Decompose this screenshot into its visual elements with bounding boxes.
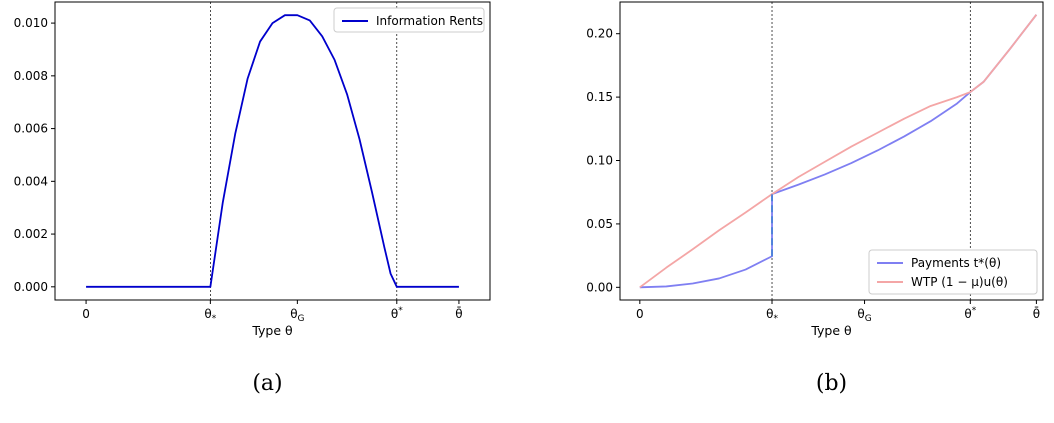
legend: Payments t*(θ) WTP (1 − μ)u(θ) bbox=[868, 249, 1038, 295]
y-tick-label: 0.006 bbox=[14, 122, 48, 136]
series-line bbox=[639, 14, 1038, 289]
x-tick-label: θ̄ bbox=[455, 307, 462, 321]
panel-b: 0.00 0.05 0.10 0.15 0.20 0 θ* θG θ* θ̄ Type θ (b) Pa… bbox=[586, 1, 1044, 396]
legend-box bbox=[333, 7, 485, 33]
legend-box bbox=[868, 249, 1038, 295]
x-tick-label: θ* bbox=[766, 307, 778, 324]
x-axis-label: Type θ bbox=[810, 323, 851, 338]
panel-caption: (b) bbox=[816, 371, 847, 396]
y-tick-label: 0.15 bbox=[586, 90, 613, 104]
x-tick-label: 0 bbox=[636, 307, 644, 321]
legend-label: Information Rents bbox=[376, 14, 483, 28]
x-tick-label: θ* bbox=[964, 306, 976, 321]
x-tick-label: θ* bbox=[391, 306, 403, 321]
series-line bbox=[639, 14, 1038, 289]
legend: Information Rents bbox=[333, 7, 485, 33]
panel-a: 0.000 0.002 0.004 0.006 0.008 0.010 0 θ* θG θ* θ̄ T… bbox=[14, 1, 491, 396]
y-tick-label: 0.10 bbox=[586, 154, 613, 168]
y-tick-label: 0.20 bbox=[586, 27, 613, 41]
y-tick-label: 0.05 bbox=[586, 217, 613, 231]
plot-frame bbox=[54, 1, 491, 301]
x-axis-label: Type θ bbox=[251, 323, 292, 338]
x-tick-label: θG bbox=[857, 307, 871, 324]
y-tick-label: 0.004 bbox=[14, 174, 48, 188]
y-tick-label: 0.010 bbox=[14, 16, 48, 30]
legend-label: WTP (1 − μ)u(θ) bbox=[911, 275, 1008, 289]
x-tick-label: θ* bbox=[204, 307, 216, 324]
x-tick-label: 0 bbox=[82, 307, 90, 321]
x-tick-label: θG bbox=[290, 307, 304, 324]
plot-frame bbox=[619, 1, 1044, 301]
panel-caption: (a) bbox=[252, 371, 282, 396]
legend-label: Payments t*(θ) bbox=[911, 256, 1001, 270]
y-tick-label: 0.00 bbox=[586, 280, 613, 294]
y-tick-label: 0.002 bbox=[14, 227, 48, 241]
y-tick-label: 0.008 bbox=[14, 69, 48, 83]
x-tick-label: θ̄ bbox=[1033, 307, 1040, 321]
series-line bbox=[86, 14, 459, 288]
y-tick-label: 0.000 bbox=[14, 280, 48, 294]
